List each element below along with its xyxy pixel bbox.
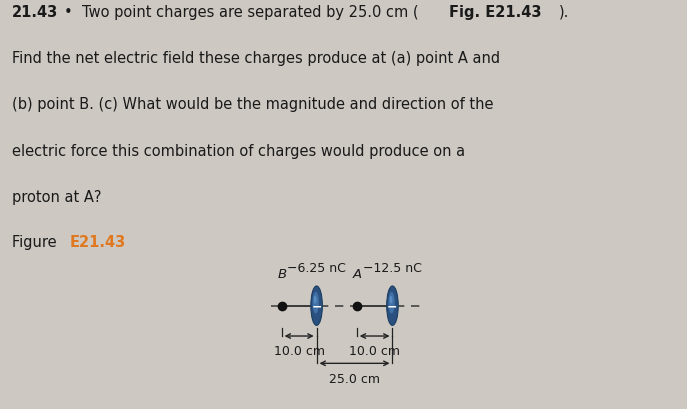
- Text: −12.5 nC: −12.5 nC: [363, 261, 422, 274]
- Text: •  Two point charges are separated by 25.0 cm (: • Two point charges are separated by 25.…: [64, 5, 418, 20]
- Ellipse shape: [390, 296, 392, 304]
- Text: A: A: [352, 267, 361, 280]
- Text: −6.25 nC: −6.25 nC: [287, 261, 346, 274]
- Ellipse shape: [387, 286, 398, 326]
- Ellipse shape: [311, 286, 322, 326]
- Text: 25.0 cm: 25.0 cm: [329, 372, 380, 385]
- Text: Fig. E21.43: Fig. E21.43: [449, 5, 541, 20]
- Text: B: B: [277, 267, 286, 280]
- Ellipse shape: [313, 292, 319, 314]
- Text: ).: ).: [559, 5, 569, 20]
- Text: (b) point B. (c) What would be the magnitude and direction of the: (b) point B. (c) What would be the magni…: [12, 97, 494, 112]
- Text: 10.0 cm: 10.0 cm: [273, 344, 325, 357]
- Text: Find the net electric field these charges produce at (a) point A and: Find the net electric field these charge…: [12, 51, 501, 66]
- Text: electric force this combination of charges would produce on a: electric force this combination of charg…: [12, 144, 466, 158]
- Text: 21.43: 21.43: [12, 5, 58, 20]
- Text: −: −: [387, 299, 398, 312]
- Text: proton at A?: proton at A?: [12, 190, 102, 205]
- Text: 10.0 cm: 10.0 cm: [349, 344, 400, 357]
- Text: E21.43: E21.43: [69, 234, 126, 249]
- Ellipse shape: [388, 292, 395, 314]
- Ellipse shape: [314, 296, 317, 304]
- Text: −: −: [311, 299, 322, 312]
- Text: Figure: Figure: [12, 234, 62, 249]
